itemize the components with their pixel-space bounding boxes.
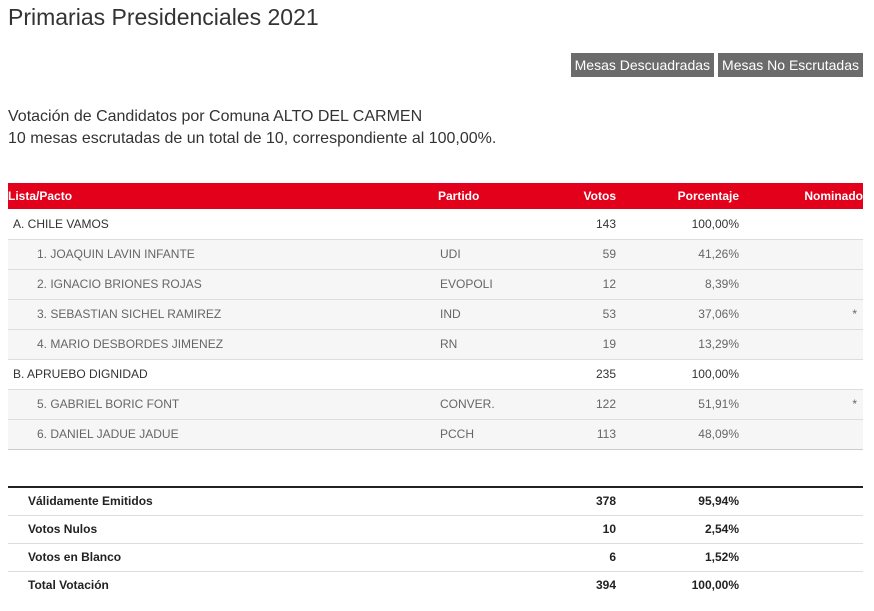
totals-porcentaje: 2,54% xyxy=(704,522,739,536)
porcentaje-cell: 37,06% xyxy=(698,307,739,321)
partido-cell: IND xyxy=(440,307,461,321)
partido-cell xyxy=(438,209,558,239)
totals-label: Votos en Blanco xyxy=(28,550,122,564)
lista-cell: 3. SEBASTIAN SICHEL RAMIREZ xyxy=(37,307,222,321)
porcentaje-cell: 48,09% xyxy=(698,427,739,441)
nominado-cell xyxy=(739,269,863,299)
lista-cell: 5. GABRIEL BORIC FONT xyxy=(37,397,180,411)
porcentaje-cell: 8,39% xyxy=(704,277,739,291)
table-row: 6. DANIEL JADUE JADUE PCCH 113 48,09% xyxy=(8,419,863,449)
porcentaje-cell: 41,26% xyxy=(698,247,739,261)
mesas-no-escrutadas-button[interactable]: Mesas No Escrutadas xyxy=(718,53,863,77)
comuna-heading: Votación de Candidatos por Comuna ALTO D… xyxy=(8,108,423,125)
table-row: A. CHILE VAMOS 143 100,00% xyxy=(8,209,863,239)
header-lista: Lista/Pacto xyxy=(8,189,73,203)
table-row: 4. MARIO DESBORDES JIMENEZ RN 19 13,29% xyxy=(8,329,863,359)
votos-cell: 113 xyxy=(596,427,616,441)
header-nominado: Nominado xyxy=(804,189,863,203)
nominado-cell: * xyxy=(852,397,857,411)
header-votos: Votos xyxy=(583,189,616,203)
totals-label: Válidamente Emitidos xyxy=(28,494,153,509)
totals-porcentaje: 1,52% xyxy=(704,550,739,564)
table-row: B. APRUEBO DIGNIDAD 235 100,00% xyxy=(8,359,863,389)
lista-cell: 1. JOAQUIN LAVIN INFANTE xyxy=(37,247,195,261)
votos-cell: 143 xyxy=(595,216,616,231)
nominado-cell xyxy=(739,419,863,449)
results-table: Lista/Pacto Partido Votos Porcentaje Nom… xyxy=(8,183,863,450)
table-row: 1. JOAQUIN LAVIN INFANTE UDI 59 41,26% xyxy=(8,239,863,269)
porcentaje-cell: 51,91% xyxy=(698,397,739,411)
table-row: 5. GABRIEL BORIC FONT CONVER. 122 51,91%… xyxy=(8,389,863,419)
partido-cell: CONVER. xyxy=(440,397,495,411)
totals-row: Votos en Blanco 6 1,52% xyxy=(8,543,863,571)
lista-cell: 6. DANIEL JADUE JADUE xyxy=(37,427,179,441)
porcentaje-cell: 13,29% xyxy=(698,337,739,351)
action-buttons: Mesas Descuadradas Mesas No Escrutadas xyxy=(570,53,863,77)
votos-cell: 12 xyxy=(602,277,616,291)
lista-cell: B. APRUEBO DIGNIDAD xyxy=(13,367,148,381)
partido-cell: PCCH xyxy=(440,427,475,441)
table-row: 2. IGNACIO BRIONES ROJAS EVOPOLI 12 8,39… xyxy=(8,269,863,299)
nominado-cell xyxy=(739,209,863,239)
totals-table: Válidamente Emitidos 378 95,94% Votos Nu… xyxy=(8,486,863,599)
page-title: Primarias Presidenciales 2021 xyxy=(8,4,319,30)
nominado-cell xyxy=(739,329,863,359)
mesas-summary: 10 mesas escrutadas de un total de 10, c… xyxy=(8,130,497,147)
totals-porcentaje: 95,94% xyxy=(698,494,739,509)
results-info: Votación de Candidatos por Comuna ALTO D… xyxy=(8,106,496,150)
totals-row: Válidamente Emitidos 378 95,94% xyxy=(8,487,863,515)
porcentaje-cell: 100,00% xyxy=(691,367,739,381)
votos-cell: 59 xyxy=(602,247,616,261)
partido-cell: RN xyxy=(440,337,458,351)
table-row: 3. SEBASTIAN SICHEL RAMIREZ IND 53 37,06… xyxy=(8,299,863,329)
lista-cell: 4. MARIO DESBORDES JIMENEZ xyxy=(37,337,224,351)
partido-cell: UDI xyxy=(440,247,461,261)
partido-cell: EVOPOLI xyxy=(440,277,493,291)
header-partido: Partido xyxy=(438,189,480,203)
totals-row: Total Votación 394 100,00% xyxy=(8,571,863,599)
nominado-cell xyxy=(739,359,863,389)
nominado-cell xyxy=(739,239,863,269)
lista-cell: 2. IGNACIO BRIONES ROJAS xyxy=(37,277,202,291)
header-porcentaje: Porcentaje xyxy=(677,189,739,203)
porcentaje-cell: 100,00% xyxy=(691,216,739,231)
totals-label: Total Votación xyxy=(28,578,109,593)
totals-porcentaje: 100,00% xyxy=(691,578,739,593)
partido-cell xyxy=(438,359,558,389)
votos-cell: 53 xyxy=(602,307,616,321)
table-header-row: Lista/Pacto Partido Votos Porcentaje Nom… xyxy=(8,183,863,209)
votos-cell: 122 xyxy=(595,397,616,411)
totals-votos: 10 xyxy=(602,522,616,536)
votos-cell: 19 xyxy=(602,337,616,351)
mesas-descuadradas-button[interactable]: Mesas Descuadradas xyxy=(570,53,715,77)
lista-cell: A. CHILE VAMOS xyxy=(13,216,109,231)
totals-votos: 378 xyxy=(595,494,616,509)
totals-votos: 394 xyxy=(595,578,616,593)
totals-row: Votos Nulos 10 2,54% xyxy=(8,515,863,543)
totals-label: Votos Nulos xyxy=(28,522,98,536)
votos-cell: 235 xyxy=(595,367,616,381)
nominado-cell: * xyxy=(852,307,857,321)
totals-votos: 6 xyxy=(609,550,616,564)
